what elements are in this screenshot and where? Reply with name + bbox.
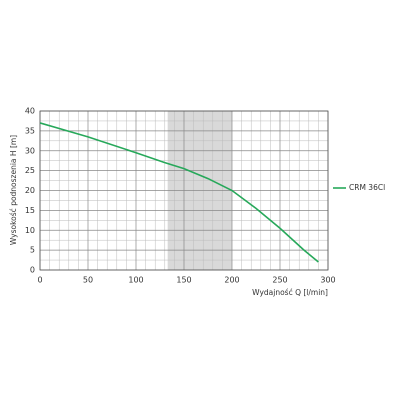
y-tick-label: 35 [25, 126, 35, 135]
x-tick-label: 100 [128, 276, 143, 285]
x-axis-label: Wydajność Q [l/min] [252, 288, 328, 297]
x-tick-label: 0 [37, 276, 42, 285]
y-tick-label: 10 [25, 226, 35, 235]
legend-label: CRM 36Cl [349, 183, 385, 192]
y-tick-label: 5 [30, 246, 35, 255]
y-tick-label: 15 [25, 206, 35, 215]
y-tick-label: 20 [25, 186, 35, 195]
y-tick-label: 25 [25, 166, 35, 175]
y-axis-label: Wysokość podnoszenia H [m] [9, 135, 18, 245]
line [39, 122, 319, 263]
x-tick-label: 250 [272, 276, 287, 285]
x-tick-label: 300 [320, 276, 335, 285]
plot-frame [39, 110, 329, 271]
x-tick-label: 200 [224, 276, 239, 285]
x-tick-label: 150 [176, 276, 191, 285]
y-tick-label: 40 [25, 107, 35, 116]
y-tick-label: 0 [30, 266, 35, 275]
x-tick-label: 50 [83, 276, 93, 285]
y-tick-label: 30 [25, 146, 35, 155]
